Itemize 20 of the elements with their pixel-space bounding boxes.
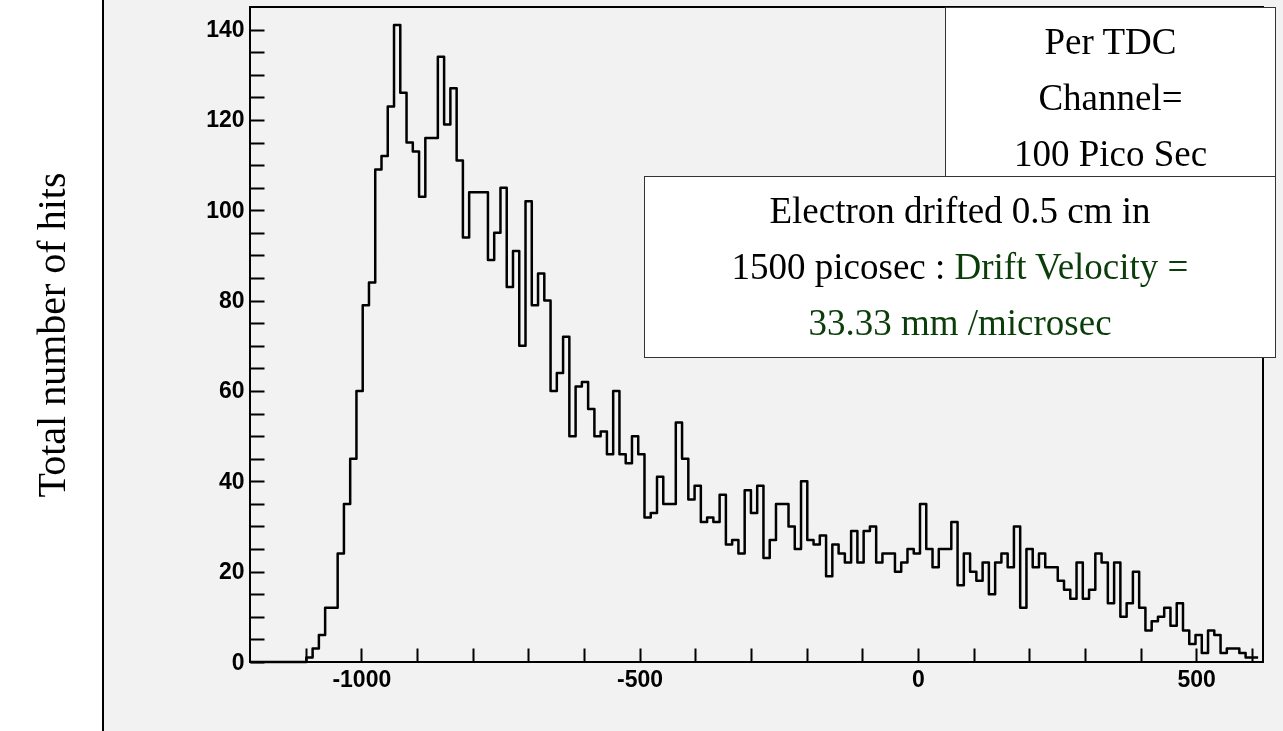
y-tick-label: 100	[206, 196, 245, 223]
annotation: Per TDC	[1044, 21, 1177, 62]
y-tick-label: 40	[218, 467, 245, 494]
annotation: 1500 picosec :	[731, 246, 946, 287]
x-tick-label: 500	[1177, 665, 1216, 692]
annotation: 100 Pico Sec	[1013, 133, 1208, 174]
y-tick-label: 60	[218, 377, 245, 404]
y-tick-label: 0	[231, 648, 245, 675]
y-tick-label: 120	[206, 106, 245, 133]
x-tick-label: -1000	[332, 665, 392, 692]
y-tick-label: 80	[218, 287, 245, 314]
y-tick-label: 140	[206, 16, 245, 43]
x-tick-label: 0	[912, 665, 925, 692]
annotation: 33.33 mm /microsec	[808, 302, 1112, 343]
x-tick-label: -500	[617, 665, 664, 692]
annotation: Drift Velocity =	[953, 246, 1189, 287]
y-axis-title: Total number of hits	[28, 172, 74, 498]
annotation: Channel=	[1038, 77, 1183, 118]
y-tick-label: 20	[218, 558, 245, 585]
annotation: Electron drifted 0.5 cm in	[769, 190, 1151, 231]
